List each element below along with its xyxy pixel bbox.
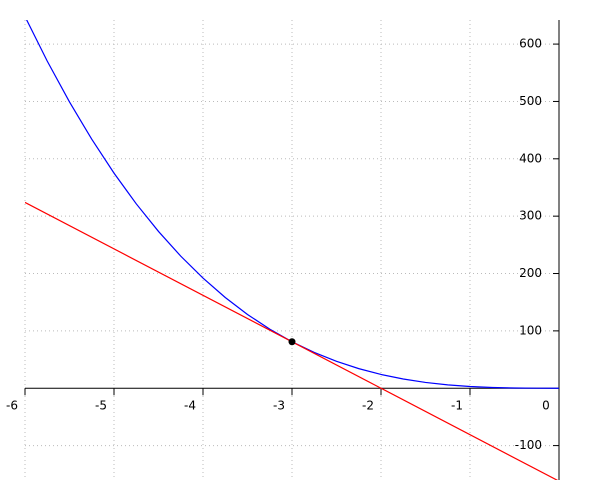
y-tick-label: 500 <box>519 94 542 108</box>
x-tick-label: -2 <box>362 399 374 413</box>
y-tick-label: 400 <box>519 151 542 165</box>
x-tick-label: -3 <box>273 399 285 413</box>
x-tick-label: 0 <box>542 399 550 413</box>
y-tick-label: 200 <box>519 266 542 280</box>
point <box>288 338 296 346</box>
x-tick-label: -1 <box>451 399 463 413</box>
y-tick-label: 300 <box>519 209 542 223</box>
y-tick-label: 100 <box>519 323 542 337</box>
x-tick-label: -4 <box>184 399 196 413</box>
y-tick-label: -100 <box>515 438 542 452</box>
x-tick-label: -5 <box>95 399 107 413</box>
y-tick-label: 600 <box>519 37 542 51</box>
x-tick-label: -6 <box>6 399 18 413</box>
